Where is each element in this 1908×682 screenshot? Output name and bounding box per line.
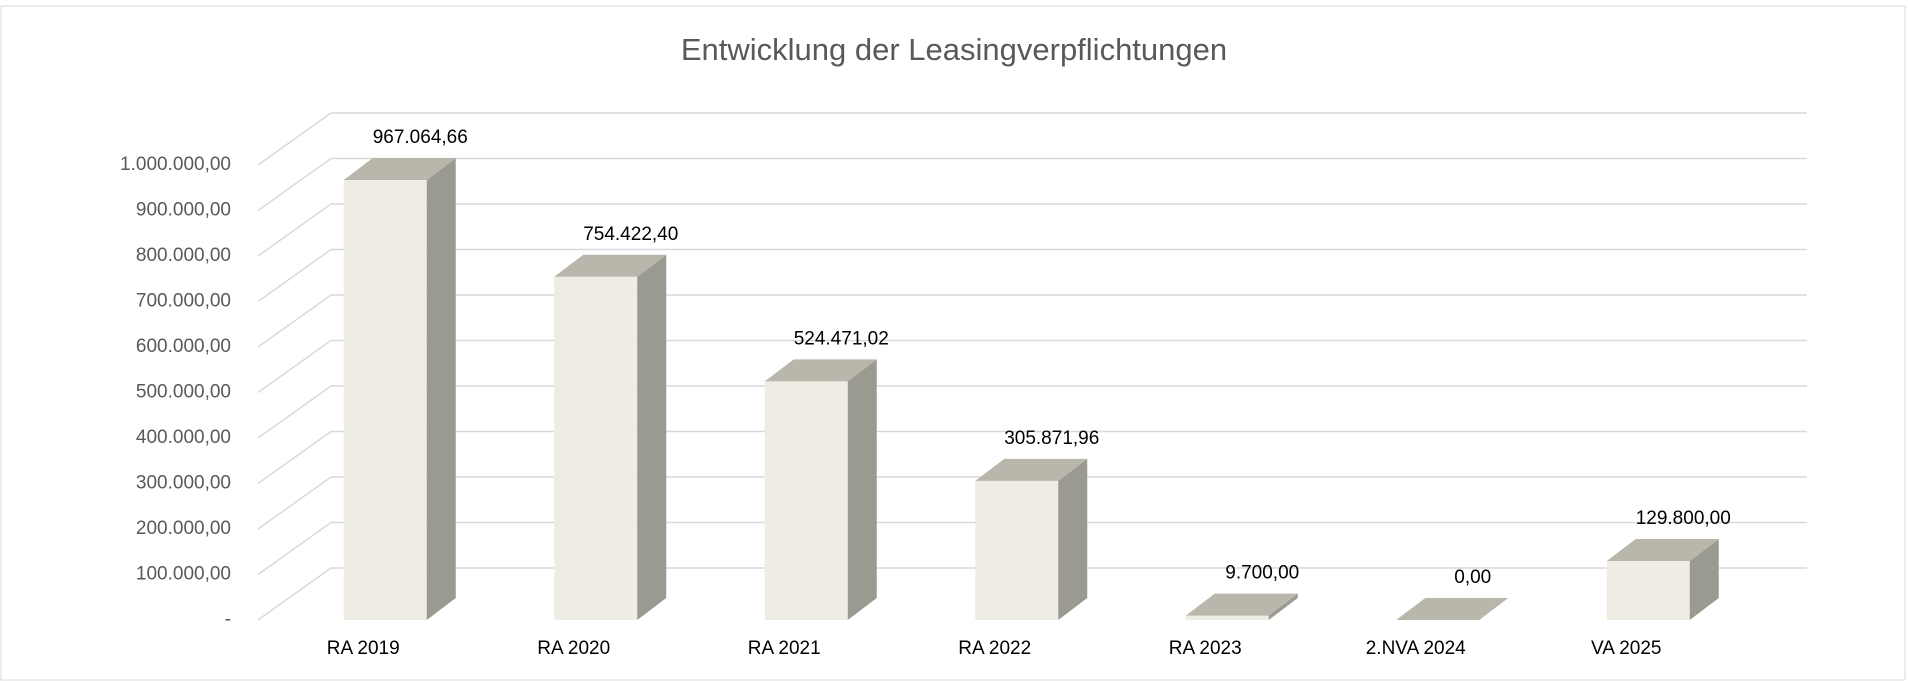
y-tick-label: 100.000,00: [136, 564, 231, 585]
y-tick-label: 300.000,00: [136, 473, 231, 494]
data-label: 754.422,40: [583, 224, 678, 245]
bar-side: [1268, 593, 1298, 620]
x-tick-label: RA 2022: [958, 638, 1031, 659]
x-tick-label: VA 2025: [1591, 638, 1661, 659]
x-tick-label: 2.NVA 2024: [1366, 638, 1466, 659]
data-label: 9.700,00: [1225, 563, 1299, 584]
grid-line: [257, 339, 1807, 394]
y-tick-label: -: [225, 609, 231, 630]
bar-side: [426, 157, 456, 620]
grid-line: [257, 157, 1807, 212]
bar-top: [975, 458, 1088, 481]
y-tick-label: 800.000,00: [136, 245, 231, 266]
y-tick-label: 400.000,00: [136, 427, 231, 448]
bar-front: [554, 276, 638, 620]
y-tick-label: 700.000,00: [136, 291, 231, 312]
bar-top: [1185, 593, 1298, 616]
chart-title: Entwicklung der Leasingverpflichtungen: [681, 32, 1227, 67]
x-tick-label: RA 2023: [1169, 638, 1242, 659]
grid-line: [257, 294, 1807, 348]
bar-front: [343, 179, 427, 620]
data-label: 524.471,02: [794, 328, 889, 349]
bar-top: [764, 359, 877, 382]
data-label: 0,00: [1454, 567, 1491, 588]
grid-line: [257, 203, 1807, 257]
bar-side: [1689, 538, 1719, 620]
data-label: 129.800,00: [1636, 508, 1731, 529]
data-label: 967.064,66: [373, 127, 468, 148]
grid-line: [257, 112, 1807, 166]
bar-top: [1606, 538, 1719, 561]
x-tick-label: RA 2021: [748, 638, 821, 659]
data-label: 305.871,96: [1004, 428, 1099, 449]
bar-top: [343, 157, 456, 180]
bar-front: [764, 381, 848, 620]
grid-line: [257, 476, 1807, 530]
y-tick-label: 900.000,00: [136, 200, 231, 221]
bar-top: [1396, 598, 1509, 620]
grid-line: [257, 385, 1807, 439]
y-tick-label: 1.000.000,00: [120, 154, 231, 175]
bar-front: [1606, 560, 1690, 620]
bar-front: [1185, 615, 1269, 620]
x-tick-label: RA 2019: [327, 638, 400, 659]
y-tick-label: 600.000,00: [136, 336, 231, 357]
y-tick-label: 500.000,00: [136, 382, 231, 403]
bar-top: [554, 254, 667, 277]
y-tick-label: 200.000,00: [136, 518, 231, 539]
grid-line: [257, 248, 1807, 303]
grid-line: [257, 567, 1807, 621]
grid-line: [257, 521, 1807, 576]
bar-side: [847, 359, 877, 620]
bar-front: [975, 480, 1059, 620]
grid-line: [257, 430, 1807, 485]
bar-side: [1058, 458, 1088, 620]
x-tick-label: RA 2020: [537, 638, 610, 659]
bar-side: [637, 254, 667, 621]
